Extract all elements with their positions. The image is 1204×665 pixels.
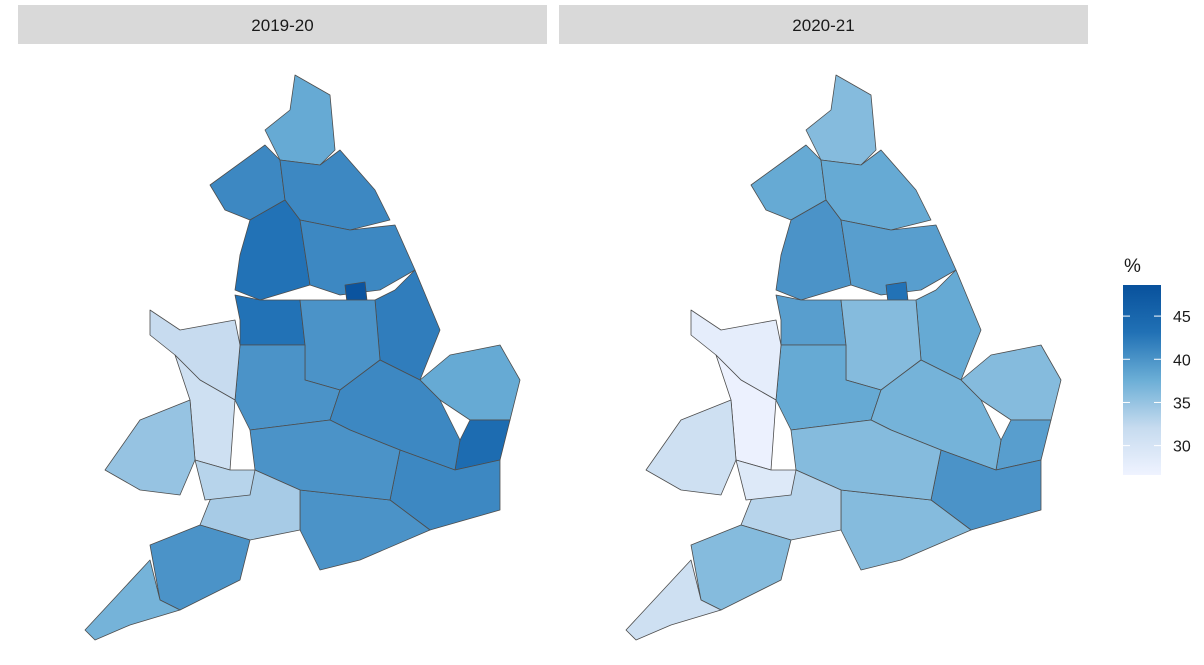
facet-strip [18, 5, 547, 44]
region [84, 559, 181, 641]
region [264, 74, 336, 166]
region [625, 559, 722, 641]
region [454, 419, 511, 471]
region [735, 459, 797, 501]
region [194, 459, 256, 501]
legend-tick-label: 35 [1173, 395, 1191, 412]
legend-tick-label: 40 [1173, 352, 1191, 369]
facet-title: 2020-21 [792, 16, 854, 35]
facet-title: 2019-20 [251, 16, 313, 35]
region [149, 524, 251, 611]
region [299, 219, 416, 296]
region [104, 399, 196, 496]
legend-title: % [1124, 256, 1141, 277]
region [805, 74, 877, 166]
region [419, 344, 521, 421]
map [625, 74, 1062, 641]
map [84, 74, 521, 641]
region [775, 294, 847, 346]
legend-tick-label: 45 [1173, 309, 1191, 326]
region [645, 399, 737, 496]
region [690, 524, 792, 611]
facet-strip [559, 5, 1088, 44]
region [234, 294, 306, 346]
region [960, 344, 1062, 421]
region [840, 219, 957, 296]
colorbar [1123, 285, 1161, 475]
legend-tick-label: 30 [1173, 439, 1191, 456]
region [995, 419, 1052, 471]
